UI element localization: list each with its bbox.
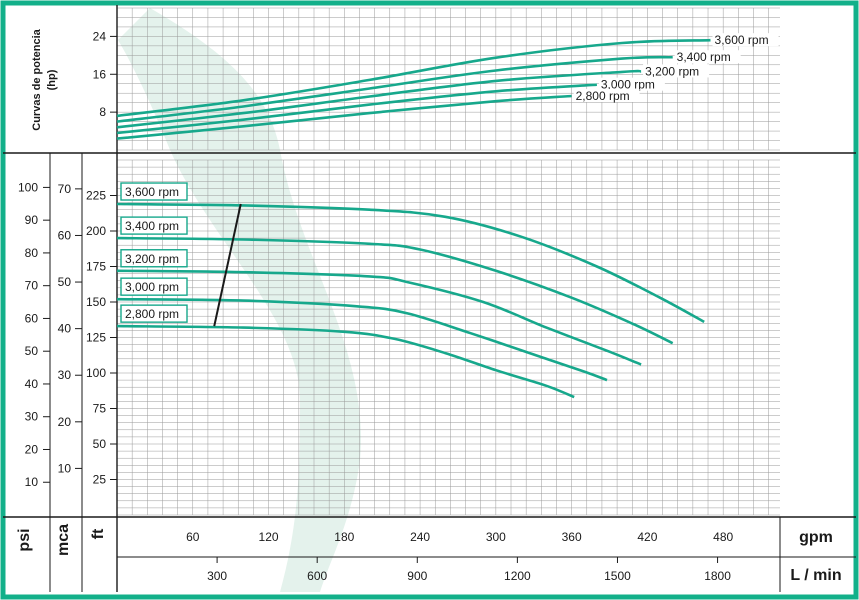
ft-tick-label: 125 bbox=[86, 331, 106, 345]
psi-tick-label: 60 bbox=[25, 311, 39, 325]
power-y-tick-label: 8 bbox=[99, 105, 106, 119]
head-curve-label: 3,000 rpm bbox=[125, 280, 179, 294]
ft-tick-label: 75 bbox=[93, 402, 107, 416]
lmin-tick-label: 1200 bbox=[504, 569, 531, 583]
power-curve-label-bg bbox=[598, 77, 665, 91]
power-curve-label: 3,000 rpm bbox=[601, 78, 655, 92]
head-curve bbox=[116, 202, 705, 324]
lmin-tick-label: 1500 bbox=[604, 569, 631, 583]
mca-tick-label: 20 bbox=[58, 415, 72, 429]
power-curve-label: 3,400 rpm bbox=[677, 50, 731, 64]
power-curve-label: 3,600 rpm bbox=[715, 33, 769, 47]
head-curve bbox=[116, 324, 575, 399]
lmin-tick-label: 300 bbox=[207, 569, 227, 583]
head-curve-label: 3,400 rpm bbox=[125, 219, 179, 233]
gpm-tick-label: 360 bbox=[562, 530, 582, 544]
ft-tick-label: 200 bbox=[86, 224, 106, 238]
ft-tick-label: 175 bbox=[86, 260, 106, 274]
psi-tick-label: 10 bbox=[25, 475, 39, 489]
power-y-tick-label: 16 bbox=[93, 67, 107, 81]
power-curve-label: 2,800 rpm bbox=[576, 89, 630, 103]
grid bbox=[116, 7, 780, 516]
head-curve bbox=[116, 236, 674, 345]
head-curve-label-box bbox=[120, 277, 188, 296]
psi-tick-label: 30 bbox=[25, 410, 39, 424]
lmin-tick-label: 600 bbox=[307, 569, 327, 583]
power-curve-label: 3,200 rpm bbox=[645, 64, 699, 78]
ft-tick-label: 100 bbox=[86, 366, 106, 380]
head-curve-label-box bbox=[120, 249, 188, 268]
lmin-label: L / min bbox=[790, 567, 841, 584]
power-title-line2: (hp) bbox=[46, 69, 58, 90]
psi-tick-label: 100 bbox=[18, 180, 38, 194]
gpm-tick-label: 480 bbox=[713, 530, 733, 544]
psi-tick-label: 50 bbox=[25, 344, 39, 358]
gpm-tick-label: 120 bbox=[259, 530, 279, 544]
mca-tick-label: 40 bbox=[58, 322, 72, 336]
head-curve-label: 2,800 rpm bbox=[125, 307, 179, 321]
head-curve-label: 3,600 rpm bbox=[125, 185, 179, 199]
mca-tick-label: 50 bbox=[58, 275, 72, 289]
power-curve-label-bg bbox=[712, 33, 779, 47]
power-curve bbox=[116, 83, 597, 135]
power-curve-label-bg bbox=[643, 64, 710, 78]
gpm-label: gpm bbox=[799, 529, 833, 546]
lmin-tick-label: 1800 bbox=[704, 569, 731, 583]
mca-label: mca bbox=[55, 524, 72, 556]
lmin-tick-label: 900 bbox=[407, 569, 427, 583]
head-curve bbox=[116, 269, 642, 366]
psi-tick-label: 40 bbox=[25, 377, 39, 391]
gpm-tick-label: 300 bbox=[486, 530, 506, 544]
head-curve-label-box bbox=[120, 304, 188, 323]
power-curve-label-bg bbox=[674, 50, 741, 64]
mca-tick-label: 30 bbox=[58, 368, 72, 382]
head-curve-label-box bbox=[120, 182, 188, 201]
head-curve-label: 3,200 rpm bbox=[125, 252, 179, 266]
tick-labels: 8 16 24 25 50 75 100 125 150 175 200 225 10 20 30 40 50 6… bbox=[18, 29, 734, 583]
power-curve bbox=[116, 38, 711, 118]
background-band bbox=[118, 8, 361, 592]
head-curve-label-box bbox=[120, 216, 188, 235]
gpm-tick-label: 240 bbox=[410, 530, 430, 544]
power-curve bbox=[116, 94, 572, 140]
ft-tick-label: 225 bbox=[86, 189, 106, 203]
gpm-tick-label: 60 bbox=[186, 530, 200, 544]
head-curve bbox=[116, 297, 608, 382]
ft-tick-label: 25 bbox=[93, 473, 107, 487]
annotation-line bbox=[213, 203, 242, 327]
mca-tick-label: 60 bbox=[58, 228, 72, 242]
psi-tick-label: 80 bbox=[25, 246, 39, 260]
ft-label: ft bbox=[90, 528, 107, 539]
power-curve bbox=[116, 69, 642, 129]
power-title-line1: Curvas de potencia bbox=[31, 28, 43, 130]
gpm-tick-label: 420 bbox=[637, 530, 657, 544]
psi-tick-label: 20 bbox=[25, 442, 39, 456]
mca-tick-label: 70 bbox=[58, 182, 72, 196]
psi-tick-label: 90 bbox=[25, 213, 39, 227]
power-curve bbox=[116, 55, 673, 123]
mca-tick-label: 10 bbox=[58, 461, 72, 475]
psi-tick-label: 70 bbox=[25, 279, 39, 293]
power-curve-label-bg bbox=[573, 89, 640, 103]
ft-tick-label: 50 bbox=[93, 437, 107, 451]
ft-tick-label: 150 bbox=[86, 295, 106, 309]
psi-label: psi bbox=[16, 528, 33, 551]
power-y-tick-label: 24 bbox=[93, 29, 107, 43]
gpm-tick-label: 180 bbox=[334, 530, 354, 544]
